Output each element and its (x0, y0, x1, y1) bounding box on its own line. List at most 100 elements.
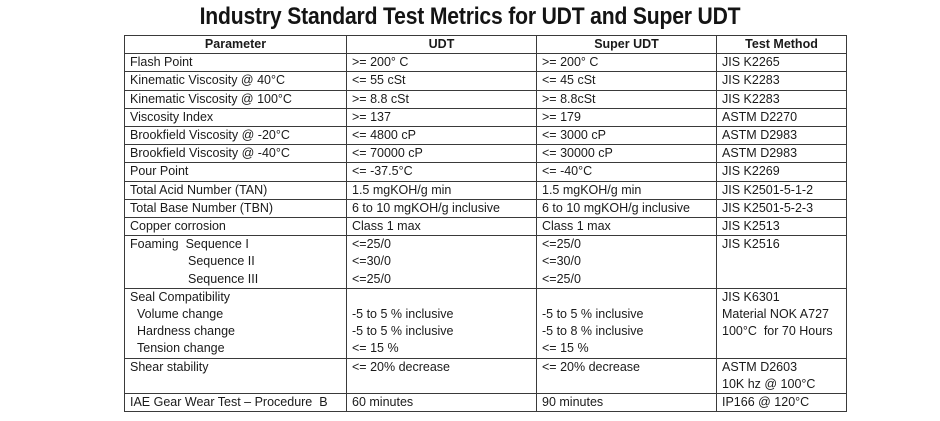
super-udt-cell: 1.5 mgKOH/g min (536, 180, 717, 200)
test-method-cell: ASTM D2603 10K hz @ 100°C (716, 357, 847, 395)
table-row: Shear stability <= 20% decrease <= 20% d… (124, 357, 847, 395)
super-udt-cell: <=25/0 <=30/0 <=25/0 (536, 235, 717, 289)
cell-text: 60 minutes (352, 395, 414, 410)
cell-text: <=30/0 (352, 254, 391, 269)
cell-text: >= 200° C (542, 55, 599, 70)
table-row: Viscosity Index >= 137 >= 179 ASTM D2270 (124, 107, 847, 128)
cell-text: >= 8.8 cSt (352, 91, 409, 106)
cell-text: Hardness change (137, 324, 235, 339)
test-method-cell: JIS K2269 (716, 162, 847, 182)
test-method-cell: JIS K2501-5-2-3 (716, 198, 847, 219)
table-row: Pour Point <= -37.5°C <= -40°C JIS K2269 (124, 162, 847, 182)
super-udt-cell: <= -40°C (536, 162, 717, 182)
cell-text: JIS K2513 (722, 219, 780, 234)
test-method-cell: ASTM D2983 (716, 144, 847, 164)
cell-text: Brookfield Viscosity @ -40°C (130, 146, 290, 161)
cell-text: JIS K2283 (722, 91, 780, 106)
cell-text: Total Base Number (TBN) (130, 200, 274, 215)
table-body: Flash Point >= 200° C >= 200° C JIS K226… (124, 53, 847, 413)
cell-text: Shear stability (130, 359, 209, 374)
page-title: Industry Standard Test Metrics for UDT a… (199, 3, 741, 30)
parameter-cell: IAE Gear Wear Test – Procedure B (124, 393, 347, 413)
column-header-udt: UDT (346, 34, 537, 55)
table-row: IAE Gear Wear Test – Procedure B 60 minu… (124, 393, 847, 413)
cell-text: Viscosity Index (130, 109, 214, 124)
test-method-cell: ASTM D2983 (716, 126, 847, 146)
cell-text: IP166 @ 120°C (722, 395, 810, 410)
cell-text: <= 70000 cP (352, 146, 423, 161)
test-method-cell: ASTM D2270 (716, 107, 847, 128)
test-method-cell: IP166 @ 120°C (716, 393, 847, 413)
column-header-parameter: Parameter (124, 34, 347, 55)
cell-text: JIS K2269 (722, 164, 780, 179)
table-row: Brookfield Viscosity @ -40°C <= 70000 cP… (124, 144, 847, 164)
cell-text: Seal Compatibility (130, 289, 231, 304)
cell-text: <= -40°C (542, 164, 593, 179)
cell-text: Copper corrosion (130, 219, 226, 234)
cell-text: <=25/0 (542, 237, 581, 252)
parameter-cell: Total Acid Number (TAN) (124, 180, 347, 200)
cell-text: <= 55 cSt (352, 73, 406, 88)
table-row: Flash Point >= 200° C >= 200° C JIS K226… (124, 53, 847, 73)
cell-text: 100°C for 70 Hours (722, 324, 833, 339)
parameter-cell: Brookfield Viscosity @ -40°C (124, 144, 347, 164)
udt-cell: 6 to 10 mgKOH/g inclusive (346, 198, 537, 219)
cell-text: Pour Point (130, 164, 189, 179)
cell-text: 6 to 10 mgKOH/g inclusive (352, 200, 500, 215)
udt-cell: <= 20% decrease (346, 357, 537, 395)
parameter-cell: Seal Compatibility Volume change Hardnes… (124, 287, 347, 359)
test-method-cell: JIS K6301 Material NOK A727 100°C for 70… (716, 287, 847, 359)
test-method-cell: JIS K2516 (716, 235, 847, 289)
super-udt-cell: <= 3000 cP (536, 126, 717, 146)
parameter-cell: Viscosity Index (124, 107, 347, 128)
cell-text: JIS K2516 (722, 237, 780, 252)
cell-text: 6 to 10 mgKOH/g inclusive (542, 200, 690, 215)
parameter-cell: Pour Point (124, 162, 347, 182)
table-row: Total Acid Number (TAN) 1.5 mgKOH/g min … (124, 180, 847, 200)
table-row: Kinematic Viscosity @ 40°C <= 55 cSt <= … (124, 71, 847, 91)
cell-text: JIS K2501-5-2-3 (722, 200, 814, 215)
cell-text: >= 137 (352, 109, 391, 124)
parameter-cell: Copper corrosion (124, 217, 347, 237)
cell-text: 90 minutes (542, 395, 604, 410)
parameter-cell: Foaming Sequence I Sequence II Sequence … (124, 235, 347, 289)
udt-cell: >= 200° C (346, 53, 537, 73)
udt-cell: 60 minutes (346, 393, 537, 413)
cell-text: <=25/0 (352, 237, 391, 252)
cell-text: Foaming Sequence I (130, 237, 249, 252)
super-udt-cell: Class 1 max (536, 217, 717, 237)
cell-text: <= 20% decrease (352, 359, 450, 374)
cell-text: ASTM D2270 (722, 109, 798, 124)
cell-text: Brookfield Viscosity @ -20°C (130, 128, 290, 143)
cell-text: Flash Point (130, 55, 193, 70)
cell-text: >= 200° C (352, 55, 409, 70)
parameter-cell: Flash Point (124, 53, 347, 73)
table-row: Copper corrosion Class 1 max Class 1 max… (124, 217, 847, 237)
cell-text: -5 to 5 % inclusive (542, 307, 644, 322)
udt-cell: 1.5 mgKOH/g min (346, 180, 537, 200)
cell-text: 1.5 mgKOH/g min (542, 182, 642, 197)
test-method-cell: JIS K2501-5-1-2 (716, 180, 847, 200)
cell-text: Class 1 max (542, 219, 611, 234)
cell-text: Material NOK A727 (722, 307, 829, 322)
test-method-cell: JIS K2265 (716, 53, 847, 73)
column-header-super-udt: Super UDT (536, 34, 717, 55)
table-row: Brookfield Viscosity @ -20°C <= 4800 cP … (124, 126, 847, 146)
cell-text: -5 to 8 % inclusive (542, 324, 644, 339)
cell-text: Kinematic Viscosity @ 40°C (130, 73, 286, 88)
parameter-cell: Brookfield Viscosity @ -20°C (124, 126, 347, 146)
table-row: Kinematic Viscosity @ 100°C >= 8.8 cSt >… (124, 89, 847, 109)
cell-text: <= 4800 cP (352, 128, 416, 143)
cell-text: ASTM D2983 (722, 146, 798, 161)
cell-text: JIS K2501-5-1-2 (722, 182, 814, 197)
cell-text: Total Acid Number (TAN) (130, 182, 268, 197)
udt-cell: >= 8.8 cSt (346, 89, 537, 109)
super-udt-cell: <= 20% decrease (536, 357, 717, 395)
test-method-cell: JIS K2283 (716, 89, 847, 109)
udt-cell: <= -37.5°C (346, 162, 537, 182)
cell-text: <= 30000 cP (542, 146, 613, 161)
cell-text: -5 to 5 % inclusive (352, 307, 454, 322)
cell-text: -5 to 5 % inclusive (352, 324, 454, 339)
parameter-cell: Kinematic Viscosity @ 100°C (124, 89, 347, 109)
cell-text: <=25/0 (542, 271, 581, 286)
